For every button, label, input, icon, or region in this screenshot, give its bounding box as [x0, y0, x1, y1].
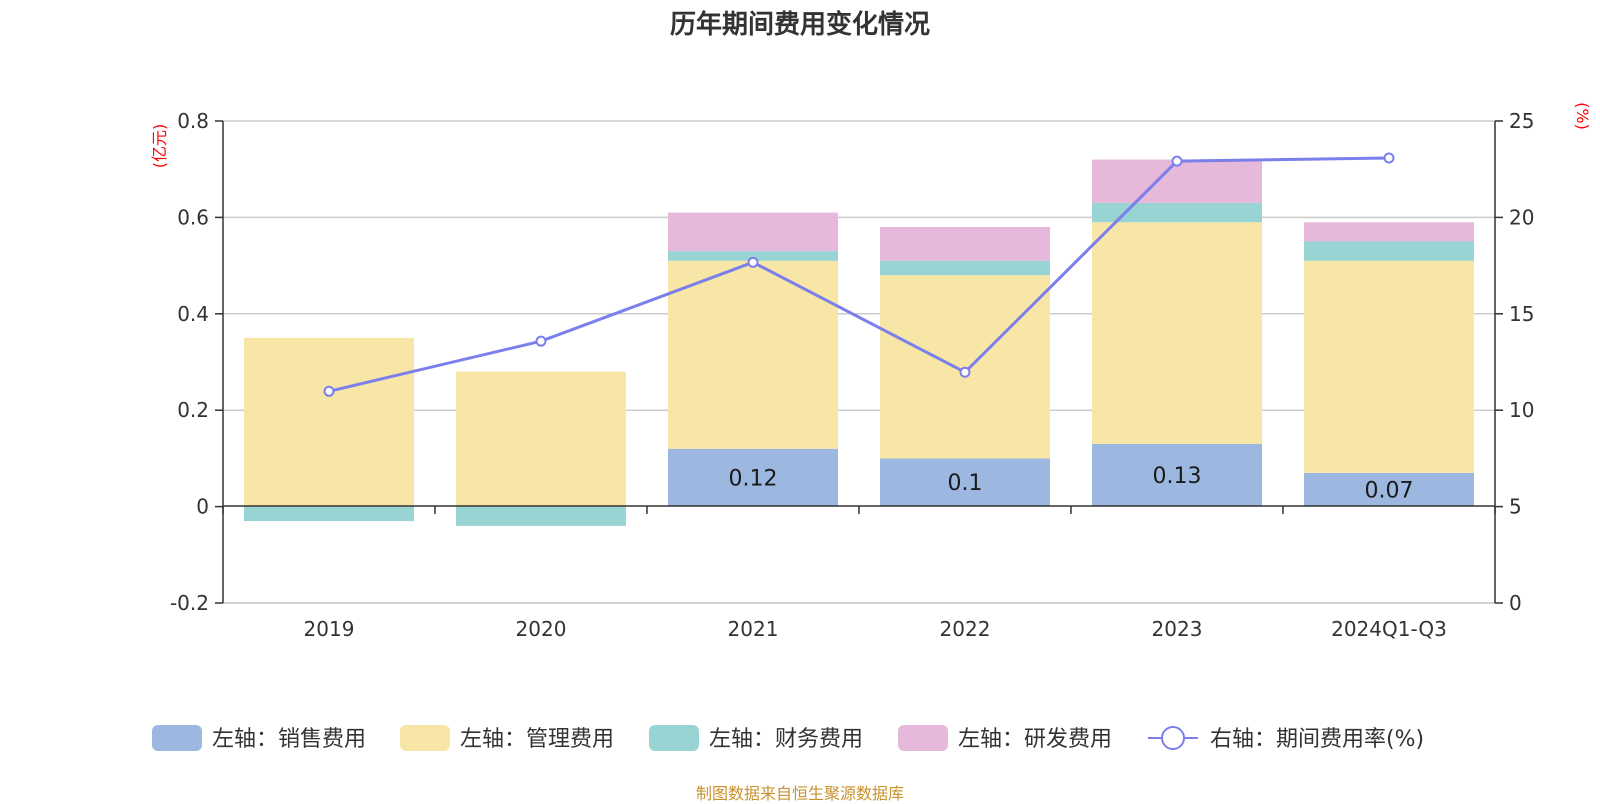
bar-data-label: 0.1 [948, 471, 983, 496]
bar-segment [880, 458, 1050, 507]
category-label: 2019 [304, 617, 355, 641]
bar-segment [1304, 260, 1474, 473]
legend-marker [1161, 726, 1185, 750]
left-tick-label: -0.2 [170, 591, 209, 615]
legend-label: 左轴：研发费用 [958, 727, 1112, 752]
rate-point [1383, 152, 1395, 164]
legend-label: 左轴：财务费用 [709, 727, 863, 752]
bars-layer [244, 159, 1474, 526]
bar-segment [456, 371, 626, 507]
legend-swatch [898, 725, 948, 751]
right-tick-label: 20 [1509, 205, 1534, 229]
left-tick-label: 0.2 [177, 398, 209, 422]
bar-segment [668, 448, 838, 507]
right-tick-label: 10 [1509, 398, 1534, 422]
right-tick-label: 25 [1509, 109, 1534, 133]
bar-segment [668, 260, 838, 449]
legend-swatch [649, 725, 699, 751]
category-label: 2023 [1152, 617, 1203, 641]
legend-layer: 左轴：销售费用 左轴：管理费用 左轴：财务费用 左轴：研发费用 右轴：期间费用率(%) [152, 725, 1424, 752]
bar-segment [456, 506, 626, 526]
bar-data-label: 0.12 [729, 466, 778, 491]
rate-point [323, 385, 335, 397]
bar-segment [1092, 159, 1262, 203]
bar-segment [1304, 472, 1474, 507]
legend-swatch [400, 725, 450, 751]
bar-data-label: 0.13 [1153, 464, 1202, 489]
bar-segment [880, 227, 1050, 261]
line-layer [323, 152, 1395, 397]
legend-label: 右轴：期间费用率(%) [1210, 727, 1424, 752]
grid-layer [223, 120, 1495, 604]
axes-layer: -0.2 0 0.2 0.4 0.6 0.8 0 5 10 15 20 25 (亿元) (%) 2019 20… [150, 102, 1592, 641]
rate-point [959, 366, 971, 378]
legend-label: 左轴：销售费用 [212, 727, 366, 752]
bar-segment [668, 251, 838, 261]
bar-data-label: 0.07 [1365, 478, 1414, 503]
left-tick-label: 0.6 [177, 205, 209, 229]
bar-segment [1304, 241, 1474, 261]
category-label: 2024Q1-Q3 [1331, 617, 1447, 641]
rate-point [1171, 155, 1183, 167]
category-label: 2022 [940, 617, 991, 641]
right-tick-label: 5 [1509, 495, 1522, 519]
rate-point [535, 335, 547, 347]
bar-segment [880, 260, 1050, 276]
category-label: 2020 [516, 617, 567, 641]
bar-segment [1092, 222, 1262, 444]
bar-segment [1092, 443, 1262, 507]
rate-point [747, 256, 759, 268]
right-tick-label: 0 [1509, 591, 1522, 615]
left-tick-label: 0 [196, 495, 209, 519]
left-tick-label: 0.4 [177, 302, 209, 326]
category-label: 2021 [728, 617, 779, 641]
right-axis-unit: (%) [1573, 102, 1592, 130]
bar-segment [668, 212, 838, 252]
legend-swatch [152, 725, 202, 751]
bar-segment [1092, 202, 1262, 223]
bar-segment [244, 337, 414, 507]
labels-layer: 0.12 0.1 0.13 0.07 [729, 464, 1414, 503]
chart-title: 历年期间费用变化情况 [669, 10, 930, 40]
rate-line [328, 156, 1390, 393]
bar-segment [244, 506, 414, 522]
legend-label: 左轴：管理费用 [460, 727, 614, 752]
right-tick-label: 15 [1509, 302, 1534, 326]
left-axis-unit: (亿元) [150, 124, 169, 169]
source-note: 制图数据来自恒生聚源数据库 [695, 784, 904, 803]
bar-segment [1304, 222, 1474, 242]
left-tick-label: 0.8 [177, 109, 209, 133]
